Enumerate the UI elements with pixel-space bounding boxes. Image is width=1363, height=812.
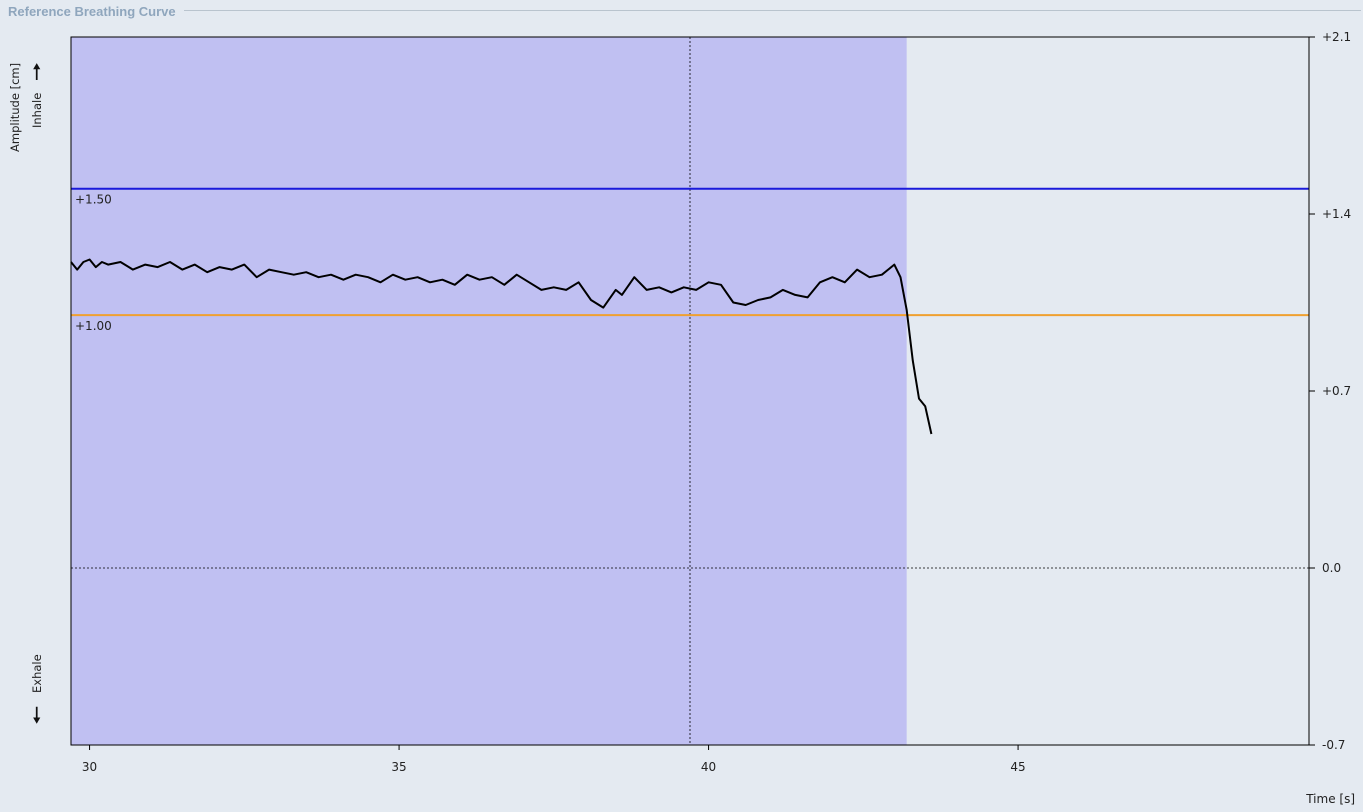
y-axis: +2.1 +1.4 +0.7 0.0 -0.7 (1309, 30, 1351, 752)
inhale-arrow-icon: 🠕 (32, 60, 42, 85)
upper-limit-label: +1.50 (75, 193, 112, 207)
shaded-region (71, 37, 907, 745)
x-tick-label: 35 (391, 760, 406, 774)
exhale-arrow-icon: 🠗 (32, 704, 42, 729)
y-tick-label: +2.1 (1322, 30, 1351, 44)
y-tick-label: -0.7 (1322, 738, 1345, 752)
x-axis: 30 35 40 45 (82, 745, 1026, 774)
panel-title-divider (184, 10, 1361, 11)
x-axis-label: Time [s] (1305, 792, 1355, 806)
y-tick-label: 0.0 (1322, 561, 1341, 575)
breathing-curve-line (70, 258, 933, 435)
x-tick-label: 45 (1010, 760, 1025, 774)
panel-title: Reference Breathing Curve (8, 4, 180, 19)
lower-limit-label: +1.00 (75, 319, 112, 333)
x-tick-label: 30 (82, 760, 97, 774)
x-tick-label: 40 (701, 760, 716, 774)
y-tick-label: +0.7 (1322, 384, 1351, 398)
y-tick-label: +1.4 (1322, 207, 1351, 221)
